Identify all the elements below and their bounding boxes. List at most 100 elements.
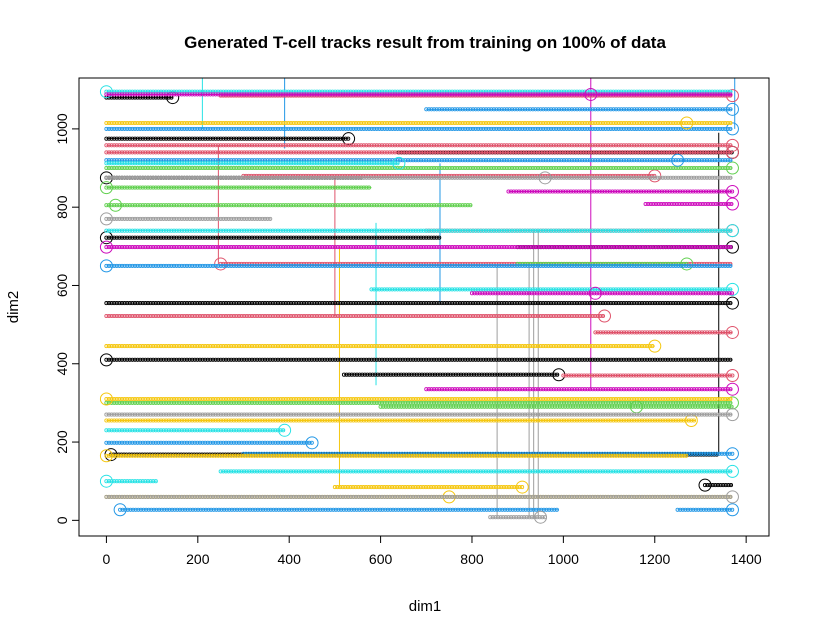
track-point bbox=[317, 235, 322, 240]
track-point bbox=[294, 357, 299, 362]
track-point bbox=[499, 357, 504, 362]
track-point bbox=[593, 357, 598, 362]
track-point bbox=[177, 235, 182, 240]
track-end-marker bbox=[99, 231, 113, 245]
track bbox=[515, 257, 694, 271]
track-point bbox=[132, 301, 138, 306]
track-point bbox=[590, 301, 595, 306]
track-point bbox=[606, 357, 611, 362]
track-point bbox=[153, 136, 158, 141]
track-point bbox=[158, 136, 164, 141]
track-point bbox=[171, 301, 177, 306]
track-point bbox=[681, 301, 686, 306]
track-point bbox=[374, 301, 379, 306]
track-point bbox=[707, 357, 712, 362]
track-point bbox=[192, 301, 197, 306]
track-point bbox=[265, 301, 270, 306]
track-point bbox=[343, 136, 348, 141]
track-point bbox=[455, 357, 460, 362]
track-point bbox=[164, 136, 169, 141]
track-point bbox=[314, 136, 320, 141]
track-point bbox=[567, 301, 572, 306]
track-point bbox=[148, 357, 153, 362]
track-point bbox=[346, 136, 351, 141]
track bbox=[104, 198, 473, 212]
track bbox=[593, 325, 739, 339]
track-point bbox=[184, 235, 190, 240]
track-point bbox=[574, 357, 580, 362]
track-point bbox=[195, 136, 200, 141]
track-point bbox=[291, 235, 296, 240]
track-point bbox=[322, 136, 327, 141]
track-point bbox=[395, 357, 400, 362]
track-point bbox=[585, 301, 590, 306]
track-point bbox=[548, 301, 554, 306]
track-point bbox=[252, 136, 257, 141]
track-point bbox=[104, 357, 109, 362]
track-point bbox=[179, 301, 184, 306]
track-point bbox=[619, 357, 624, 362]
track-point bbox=[273, 357, 278, 362]
track-point bbox=[509, 301, 515, 306]
track-point bbox=[403, 357, 408, 362]
track-point bbox=[507, 301, 512, 306]
track-point bbox=[647, 301, 652, 306]
track-point bbox=[538, 357, 543, 362]
track-point bbox=[143, 235, 148, 240]
track-point bbox=[210, 357, 216, 362]
track-end-marker bbox=[342, 132, 356, 146]
track-point bbox=[322, 235, 327, 240]
track-point bbox=[400, 235, 405, 240]
track-point bbox=[158, 301, 164, 306]
track-point bbox=[122, 136, 127, 141]
track-point bbox=[426, 357, 431, 362]
track bbox=[104, 296, 739, 310]
track-point bbox=[164, 235, 169, 240]
track-point bbox=[717, 301, 723, 306]
track-point bbox=[283, 357, 288, 362]
track-point bbox=[699, 357, 704, 362]
track-point bbox=[715, 357, 720, 362]
track-point bbox=[400, 301, 405, 306]
track-point bbox=[182, 301, 187, 306]
track-point bbox=[496, 357, 502, 362]
track-point bbox=[593, 301, 598, 306]
track-point bbox=[694, 301, 699, 306]
track-point bbox=[702, 357, 707, 362]
track-point bbox=[119, 235, 125, 240]
track-point bbox=[515, 301, 520, 306]
track-point bbox=[203, 301, 208, 306]
track-point bbox=[229, 357, 234, 362]
track-point bbox=[213, 235, 218, 240]
track-point bbox=[138, 136, 143, 141]
track-point bbox=[399, 372, 404, 377]
track-point bbox=[210, 235, 216, 240]
track-point bbox=[320, 136, 325, 141]
track-point bbox=[156, 301, 161, 306]
track-point bbox=[270, 136, 275, 141]
track-point bbox=[286, 357, 291, 362]
track-point bbox=[268, 301, 273, 306]
track-point bbox=[465, 301, 470, 306]
track-point bbox=[148, 136, 153, 141]
track-point bbox=[223, 357, 229, 362]
track-point bbox=[351, 301, 356, 306]
track-point bbox=[184, 357, 190, 362]
track-point bbox=[122, 235, 127, 240]
track-point bbox=[431, 235, 437, 240]
track-point bbox=[450, 301, 455, 306]
track-point bbox=[216, 136, 221, 141]
track-point bbox=[673, 301, 678, 306]
track-point bbox=[678, 301, 684, 306]
track bbox=[99, 231, 442, 245]
track-point bbox=[132, 357, 138, 362]
track-point bbox=[637, 301, 642, 306]
track-point bbox=[364, 301, 369, 306]
track-point bbox=[218, 136, 223, 141]
track-point bbox=[658, 301, 663, 306]
track-point bbox=[361, 357, 366, 362]
track bbox=[341, 368, 566, 382]
track-point bbox=[437, 301, 442, 306]
track-point bbox=[347, 372, 352, 377]
track-point bbox=[431, 301, 437, 306]
